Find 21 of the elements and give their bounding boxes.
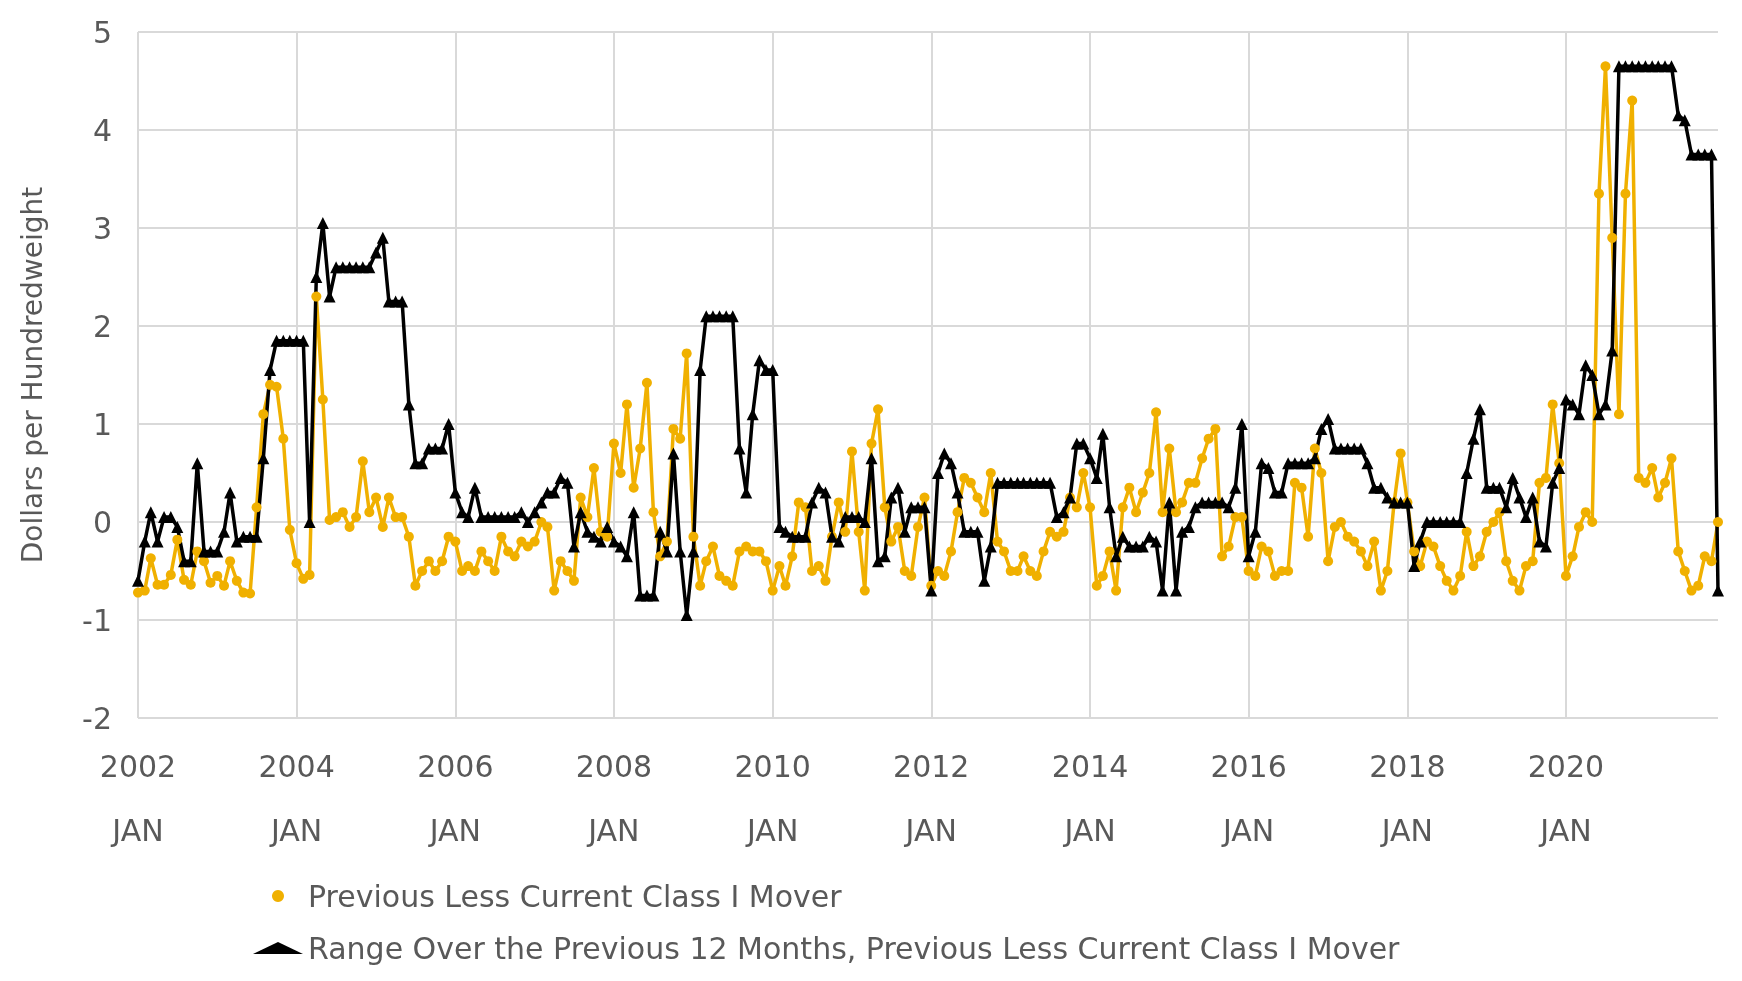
x-tick-label: 2002 JAN xyxy=(99,748,177,848)
y-tick-label: 5 xyxy=(92,14,112,50)
y-axis-title: Dollars per Hundredweight xyxy=(15,186,49,564)
x-tick-label: 2020 JAN xyxy=(1527,748,1605,848)
y-tick-label: 4 xyxy=(92,112,112,148)
y-tick-label: -1 xyxy=(82,602,112,638)
x-tick-label: 2010 JAN xyxy=(734,748,811,848)
y-tick-label: 1 xyxy=(92,406,112,442)
x-tick-label: 2014 JAN xyxy=(1051,748,1129,848)
x-tick-label: 2008 JAN xyxy=(575,748,653,848)
y-tick-label: 3 xyxy=(92,210,112,246)
legend-label: Range Over the Previous 12 Months, Previous Less Current Class I Mover xyxy=(308,930,1401,966)
legend-label: Previous Less Current Class I Mover xyxy=(308,878,843,914)
y-tick-label: 0 xyxy=(92,504,112,540)
x-tick-label: 2018 JAN xyxy=(1369,748,1446,848)
x-tick-label: 2012 JAN xyxy=(893,748,970,848)
x-tick-label: 2006 JAN xyxy=(417,748,494,848)
y-tick-label: -2 xyxy=(82,700,112,736)
y-tick-label: 2 xyxy=(92,308,112,344)
x-tick-label: 2004 JAN xyxy=(258,748,335,848)
x-tick-label: 2016 JAN xyxy=(1210,748,1287,848)
